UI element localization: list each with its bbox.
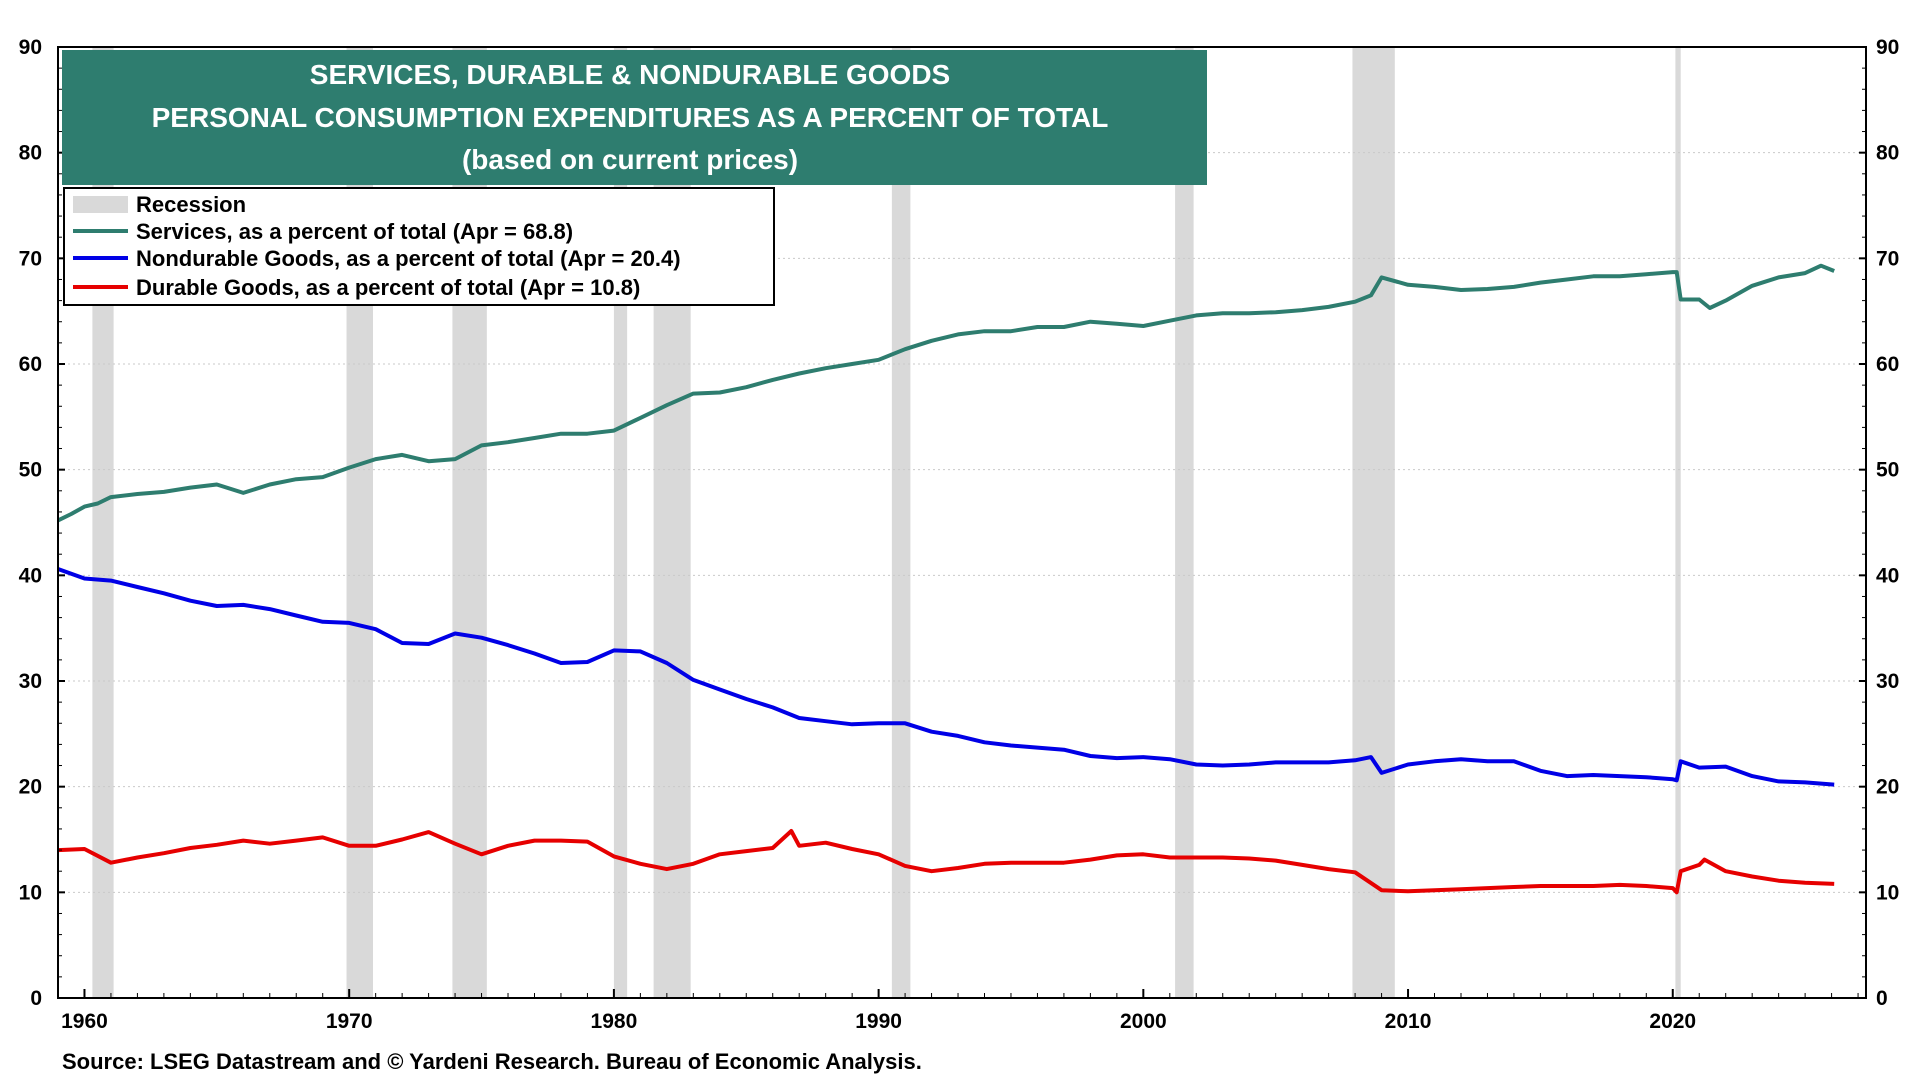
series-lines — [57, 263, 1835, 895]
recession-band-5 — [891, 47, 911, 998]
y-tick-label-left-80: 80 — [19, 142, 42, 165]
y-tick-label-left-0: 0 — [30, 987, 42, 1010]
title-box: SERVICES, DURABLE & NONDURABLE GOODS PER… — [62, 50, 1207, 185]
legend-label-nondurable: Nondurable Goods, as a percent of total … — [136, 246, 681, 271]
x-tick-label-2010: 2010 — [1385, 1010, 1432, 1033]
chart-title-line-2: PERSONAL CONSUMPTION EXPENDITURES AS A P… — [152, 102, 1109, 133]
y-tick-label-right-60: 60 — [1876, 353, 1899, 376]
y-tick-label-left-40: 40 — [19, 564, 42, 587]
legend-label-services: Services, as a percent of total (Apr = 6… — [136, 219, 573, 244]
recession-band-7 — [1352, 47, 1395, 998]
series-line-2 — [57, 829, 1835, 895]
y-tick-label-right-90: 90 — [1876, 36, 1899, 59]
y-tick-label-right-20: 20 — [1876, 776, 1899, 799]
y-tick-label-left-30: 30 — [19, 670, 42, 693]
x-tick-label-2020: 2020 — [1649, 1010, 1696, 1033]
x-tick-label-1980: 1980 — [591, 1010, 638, 1033]
chart-title-line-3: (based on current prices) — [462, 144, 798, 175]
y-tick-label-right-40: 40 — [1876, 564, 1899, 587]
y-tick-label-left-20: 20 — [19, 776, 42, 799]
x-tick-label-1990: 1990 — [855, 1010, 902, 1033]
y-tick-label-left-10: 10 — [19, 881, 42, 904]
recession-bands — [92, 47, 1681, 998]
y-tick-label-left-50: 50 — [19, 459, 42, 482]
y-tick-label-left-90: 90 — [19, 36, 42, 59]
y-tick-label-right-30: 30 — [1876, 670, 1899, 693]
legend: Recession Services, as a percent of tota… — [63, 187, 775, 306]
y-tick-label-right-70: 70 — [1876, 247, 1899, 270]
recession-band-6 — [1175, 47, 1194, 998]
y-tick-label-right-10: 10 — [1876, 881, 1899, 904]
legend-frame — [63, 187, 775, 306]
y-tick-label-left-60: 60 — [19, 353, 42, 376]
y-tick-label-right-80: 80 — [1876, 142, 1899, 165]
series-line-0 — [57, 263, 1835, 523]
legend-swatch-recession — [73, 196, 128, 213]
y-tick-label-left-70: 70 — [19, 247, 42, 270]
plot-frame — [57, 46, 1867, 999]
x-tick-label-1970: 1970 — [326, 1010, 373, 1033]
recession-band-8 — [1675, 47, 1681, 998]
y-tick-label-right-0: 0 — [1876, 987, 1888, 1010]
legend-label-recession: Recession — [136, 192, 246, 217]
legend-label-durable: Durable Goods, as a percent of total (Ap… — [136, 275, 640, 300]
series-line-1 — [57, 567, 1835, 787]
source-note: Source: LSEG Datastream and © Yardeni Re… — [62, 1049, 922, 1074]
title-background — [62, 50, 1207, 185]
y-tick-label-right-50: 50 — [1876, 459, 1899, 482]
x-tick-label-2000: 2000 — [1120, 1010, 1167, 1033]
chart-title-line-1: SERVICES, DURABLE & NONDURABLE GOODS — [310, 59, 950, 90]
x-tick-label-1960: 1960 — [61, 1010, 108, 1033]
